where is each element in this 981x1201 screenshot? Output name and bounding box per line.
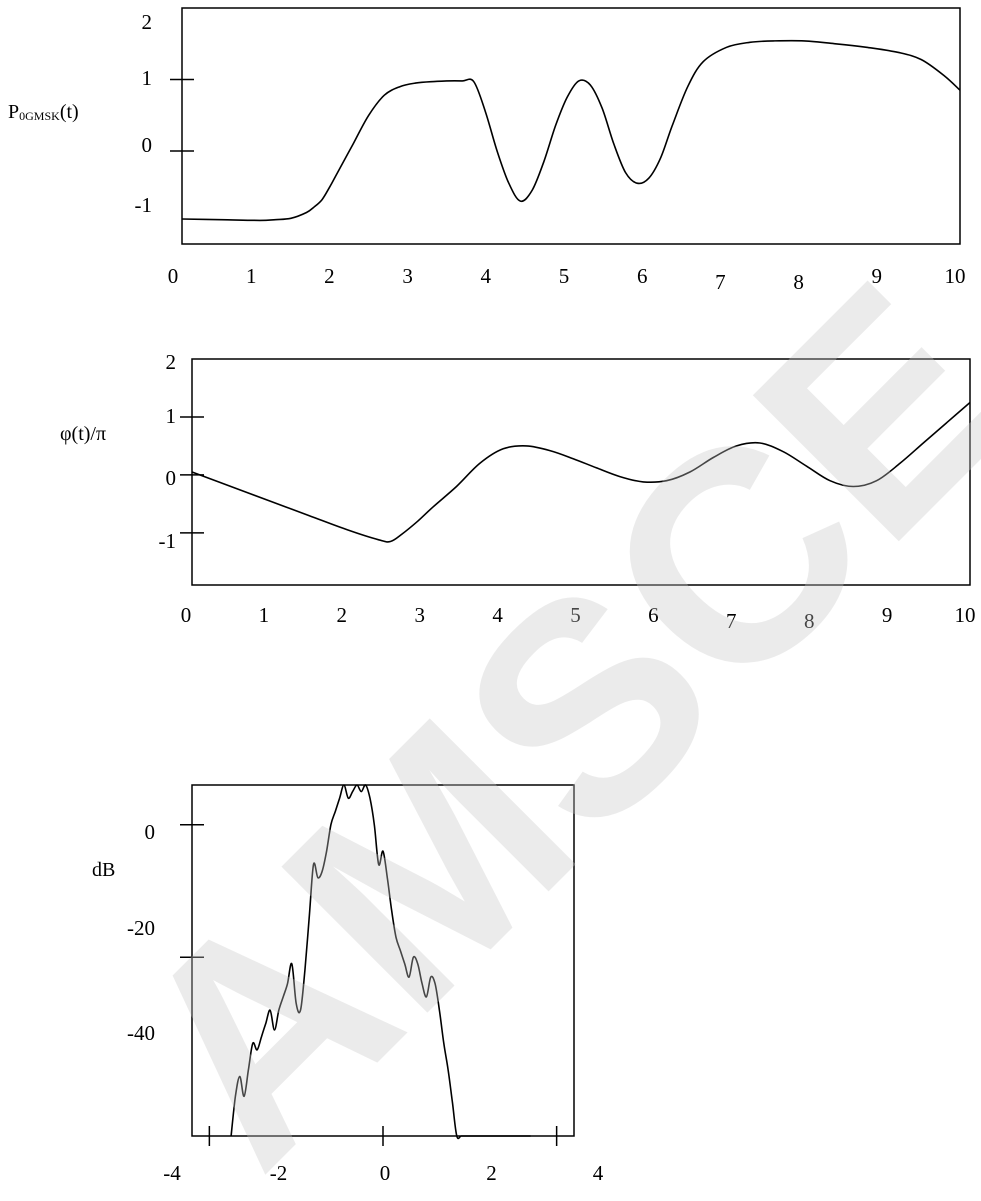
spectrum-panel: -4 -2 0 2 4 0-20-40 dB [92, 784, 604, 1185]
spectrum-x-tick-marks [208, 1126, 558, 1146]
phase-x-tick-label: 4 [492, 603, 503, 627]
phase-y-tick-label: -1 [159, 529, 177, 553]
pulse-y-tick-label: 1 [142, 66, 153, 90]
phase-curve [191, 401, 971, 543]
spectrum-y-tick-marks [180, 823, 204, 958]
phase-y-tick-label: 1 [166, 404, 177, 428]
pulse-y-tick-label: -1 [135, 193, 153, 217]
pulse-x-tick-label: 6 [637, 264, 648, 288]
phase-x-tick-label: 0 [181, 603, 192, 627]
pulse-x-tick-label: 10 [945, 264, 966, 288]
pulse-y-tick-label: 2 [142, 10, 153, 34]
spectrum-x-tick-label: -2 [270, 1161, 288, 1185]
pulse-x-tick-label: 3 [402, 264, 413, 288]
pulse-y-axis-title: P0GMSK(t) [8, 101, 79, 123]
phase-x-tick-label: 9 [882, 603, 893, 627]
pulse-x-tick-label: 9 [872, 264, 883, 288]
pulse-x-tick-label: 0 [168, 264, 179, 288]
spectrum-x-tick-label: 2 [486, 1161, 497, 1185]
pulse-plot-frame [181, 7, 961, 245]
phase-x-tick-label: 6 [648, 603, 659, 627]
pulse-y-title-sub: 0GMSK [19, 109, 60, 123]
pulse-x-tick-label: 5 [559, 264, 570, 288]
phase-x-tick-label: 7 [726, 609, 737, 633]
pulse-x-tick-label: 1 [246, 264, 257, 288]
spectrum-x-tick-label: 4 [593, 1161, 604, 1185]
spectrum-y-tick-label: -20 [127, 916, 155, 940]
phase-y-tick-labels: 2 1 0 -1 [159, 350, 177, 553]
phase-x-tick-label: 1 [259, 603, 270, 627]
pulse-curve [181, 39, 961, 222]
pulse-y-title-tail: (t) [60, 101, 79, 123]
phase-y-axis-title: φ(t)/π [60, 423, 106, 445]
spectrum-plot-frame [191, 784, 575, 1137]
spectrum-y-tick-labels: 0 -20 -40 [127, 820, 155, 1045]
spectrum-y-axis-title: dB [92, 859, 115, 881]
phase-panel: 0 1 2 3 4 5 6 7 8 9 10 210-1 φ(t)/π [60, 350, 976, 633]
phase-x-tick-label: 3 [414, 603, 425, 627]
phase-x-tick-label: 8 [804, 609, 815, 633]
pulse-x-tick-labels: 0 1 2 3 4 5 6 7 8 9 10 [168, 264, 966, 294]
pulse-panel: 0 1 2 3 4 5 6 7 8 9 10 210-1 P0GMSK(t) [8, 7, 966, 294]
spectrum-x-tick-label: 0 [380, 1161, 391, 1185]
phase-x-tick-label: 5 [570, 603, 581, 627]
phase-plot-frame [191, 358, 971, 586]
phase-x-tick-label: 10 [955, 603, 976, 627]
spectrum-y-tick-label: -40 [127, 1021, 155, 1045]
spectrum-x-tick-labels: -4 -2 0 2 4 [163, 1161, 604, 1185]
phase-x-tick-labels: 0 1 2 3 4 5 6 7 8 9 10 [181, 603, 976, 633]
pulse-y-tick-marks [170, 78, 194, 152]
pulse-y-tick-labels: 2 1 0 -1 [135, 10, 153, 217]
pulse-y-tick-label: 0 [142, 133, 153, 157]
pulse-y-title-main: P [8, 101, 19, 123]
pulse-x-tick-label: 4 [481, 264, 492, 288]
pulse-x-tick-label: 2 [324, 264, 335, 288]
spectrum-x-tick-label: -4 [163, 1161, 181, 1185]
pulse-x-tick-label: 7 [715, 270, 726, 294]
phase-y-tick-label: 2 [166, 350, 177, 374]
spectrum-curve [230, 784, 531, 1140]
phase-x-tick-label: 2 [337, 603, 348, 627]
phase-y-tick-label: 0 [166, 466, 177, 490]
spectrum-y-tick-label: 0 [145, 820, 156, 844]
pulse-x-tick-label: 8 [793, 270, 804, 294]
